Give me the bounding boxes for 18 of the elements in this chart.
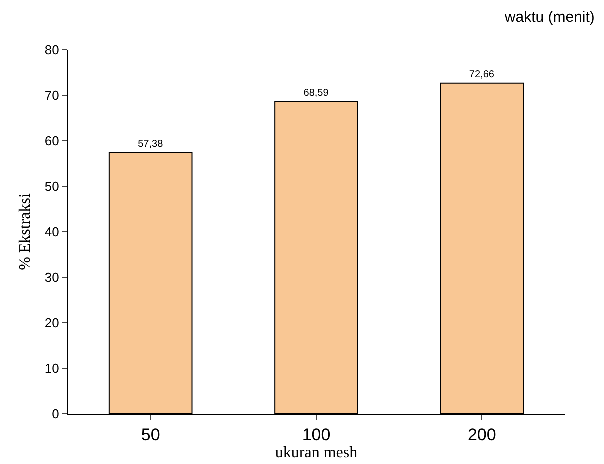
y-tick-label: 80 — [44, 42, 60, 58]
y-tick-label: 10 — [44, 361, 60, 376]
y-tick-label: 40 — [44, 224, 60, 240]
y-axis-title: % Ekstraksi — [16, 193, 34, 270]
y-tick-label: 50 — [44, 179, 60, 194]
x-tick-label: 200 — [468, 425, 496, 444]
x-tick-label: 50 — [141, 425, 160, 444]
y-tick-label: 0 — [52, 406, 60, 422]
x-tick-label: 100 — [302, 425, 331, 444]
data-label: 68,59 — [304, 88, 330, 99]
data-label: 57,38 — [138, 138, 164, 150]
y-tick-label: 20 — [44, 316, 60, 331]
y-tick-label: 30 — [44, 270, 60, 286]
data-label: 72,66 — [469, 69, 495, 80]
chart-title: waktu (menit) — [504, 9, 595, 26]
x-axis-title: ukuran mesh — [275, 444, 358, 462]
y-tick-label: 70 — [44, 88, 60, 104]
y-tick-label: 60 — [44, 134, 60, 149]
